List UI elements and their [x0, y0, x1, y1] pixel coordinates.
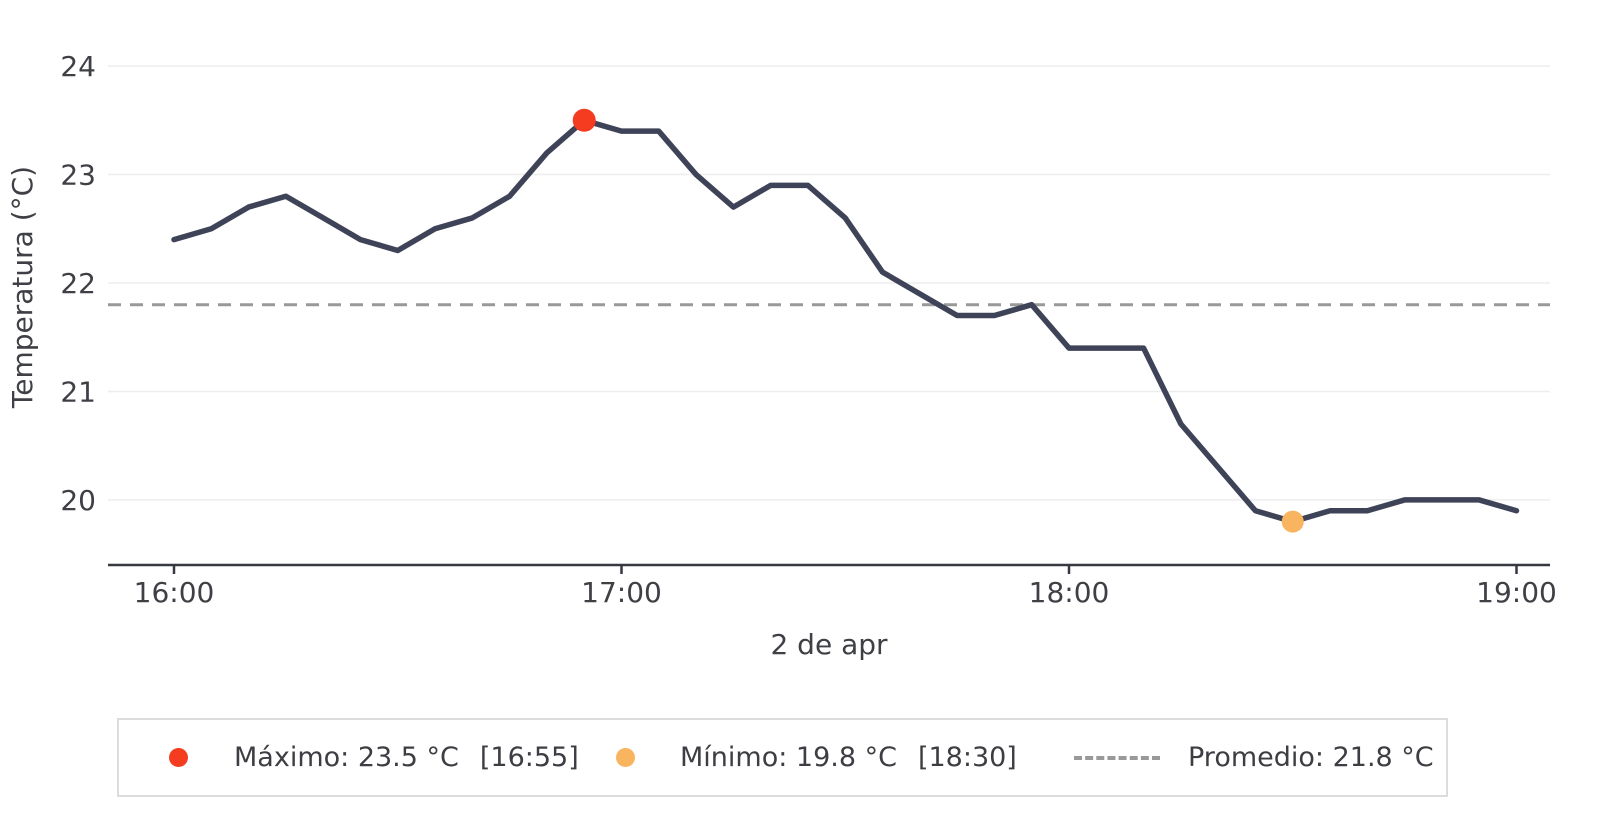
svg-text:20: 20	[60, 484, 96, 517]
svg-text:24: 24	[60, 50, 96, 83]
chart-svg: 20 21 22 23 24 16:00 17:00 18:00 19:00 2 de apr Te…	[6, 50, 1557, 661]
legend-max-time: [16:55]	[479, 742, 579, 773]
legend-min-time: [18:30]	[917, 742, 1017, 773]
min-marker-icon	[616, 748, 635, 767]
min-marker	[1281, 510, 1304, 533]
svg-text:19:00: 19:00	[1476, 576, 1557, 609]
legend-max-label: Máximo: 23.5 °C [16:55]	[234, 742, 579, 773]
legend-item-min: Mínimo: 19.8 °C [18:30]	[616, 720, 1017, 795]
svg-text:21: 21	[60, 375, 96, 408]
average-line-icon	[1074, 755, 1160, 760]
legend-item-max: Máximo: 23.5 °C [16:55]	[169, 720, 579, 795]
legend: Máximo: 23.5 °C [16:55] Mínimo: 19.8 °C [1…	[117, 718, 1448, 797]
max-marker	[572, 108, 596, 132]
svg-text:17:00: 17:00	[581, 576, 662, 609]
y-gridlines	[108, 65, 1550, 501]
svg-text:16:00: 16:00	[134, 576, 215, 609]
legend-min-label: Mínimo: 19.8 °C [18:30]	[680, 742, 1017, 773]
svg-text:22: 22	[60, 267, 96, 300]
legend-max-text: Máximo: 23.5 °C	[234, 742, 459, 773]
y-axis-title: Temperatura (°C)	[6, 166, 39, 409]
legend-avg-label: Promedio: 21.8 °C	[1188, 742, 1434, 773]
legend-item-avg: Promedio: 21.8 °C	[1074, 720, 1434, 795]
svg-text:23: 23	[60, 159, 96, 192]
x-tick-labels: 16:00 17:00 18:00 19:00	[134, 565, 1557, 609]
max-marker-icon	[169, 748, 188, 767]
legend-min-text: Mínimo: 19.8 °C	[680, 742, 897, 773]
y-tick-labels: 20 21 22 23 24	[60, 50, 96, 517]
svg-text:18:00: 18:00	[1029, 576, 1110, 609]
temperature-line	[171, 117, 1520, 525]
x-axis-title: 2 de apr	[770, 628, 888, 661]
